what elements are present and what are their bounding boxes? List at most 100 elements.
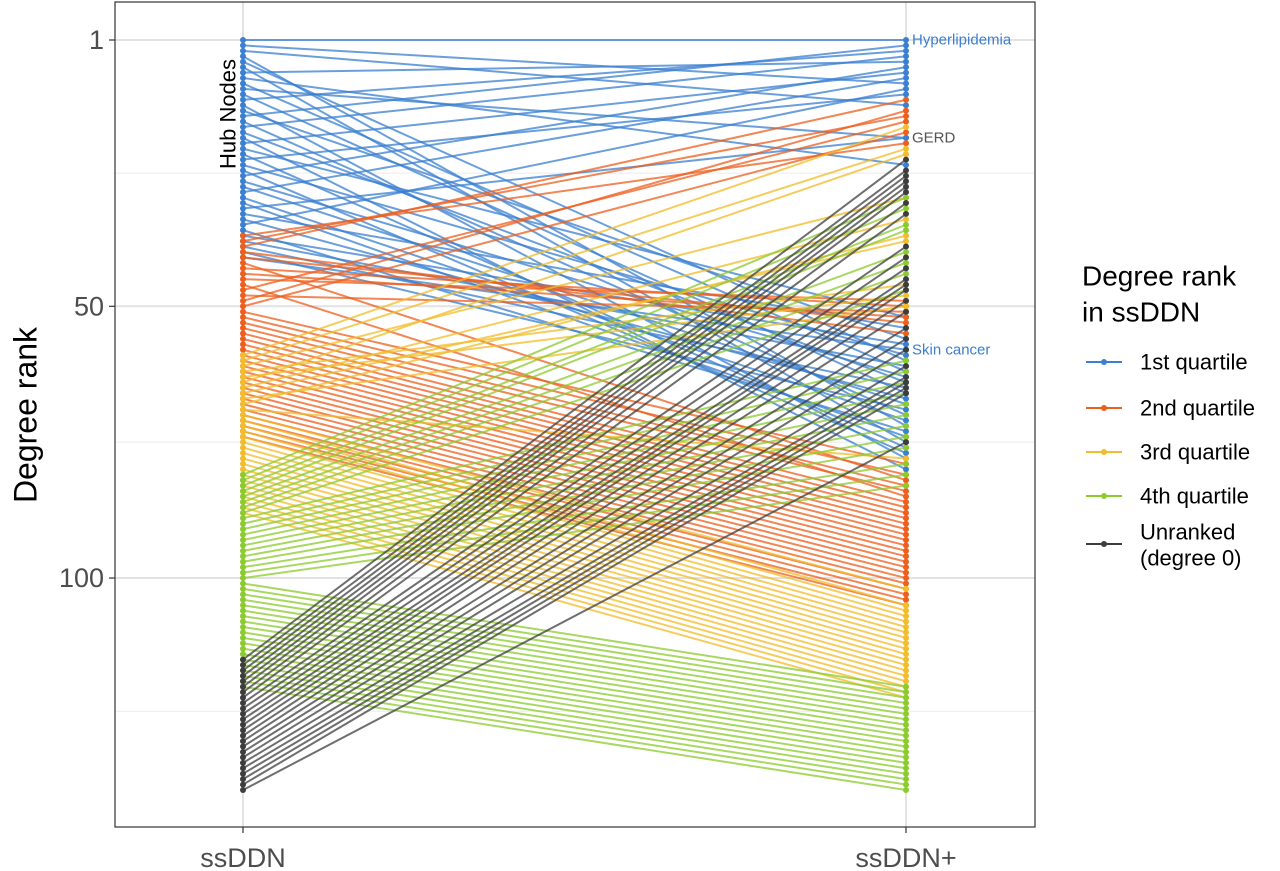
q1-point-ssddn-12 bbox=[240, 102, 246, 109]
q1-point-ssddn-14 bbox=[240, 113, 246, 120]
q4-line-4 bbox=[242, 251, 907, 498]
q1-point-ssddnplus-6 bbox=[903, 58, 909, 65]
un-point-ssddn-14 bbox=[240, 732, 246, 739]
q3-line-27 bbox=[242, 500, 907, 688]
q4-point-ssddn-32 bbox=[240, 645, 246, 652]
un-point-ssddn-1 bbox=[240, 662, 246, 668]
q1-point-ssddnplus-34 bbox=[903, 85, 909, 92]
q1-point-ssddnplus-1 bbox=[903, 80, 909, 87]
q4-point-ssddn-30 bbox=[240, 634, 246, 641]
q1-point-ssddn-18 bbox=[240, 134, 246, 141]
q1-point-ssddn-20 bbox=[240, 145, 246, 152]
q1-point-ssddn-34 bbox=[240, 221, 246, 228]
q3-point-ssddnplus-24 bbox=[903, 667, 909, 674]
q1-line-20 bbox=[242, 147, 907, 319]
q1-point-ssddn-23 bbox=[240, 162, 246, 168]
q3-line-1 bbox=[242, 147, 907, 362]
q3-point-ssddnplus-20 bbox=[903, 645, 909, 652]
q2-line-1 bbox=[242, 115, 907, 243]
un-point-ssddn-0 bbox=[240, 656, 246, 663]
q1-point-ssddn-31 bbox=[240, 205, 246, 212]
q3-point-ssddnplus-23 bbox=[903, 662, 909, 668]
q4-point-ssddn-2 bbox=[240, 482, 246, 489]
un-point-ssddn-18 bbox=[240, 754, 246, 761]
q2-point-ssddn-18 bbox=[240, 330, 246, 337]
y-axis: 1 50 100 bbox=[59, 25, 115, 593]
q4-point-ssddn-8 bbox=[240, 515, 246, 522]
un-line-11 bbox=[242, 278, 907, 721]
q3-line-17 bbox=[242, 446, 907, 634]
q1-point-ssddnplus-7 bbox=[903, 162, 909, 168]
un-line-5 bbox=[242, 191, 907, 688]
un-point-ssddnplus-24 bbox=[903, 439, 909, 446]
q3-point-ssddn-9 bbox=[240, 401, 246, 408]
q2-point-ssddn-21 bbox=[240, 346, 246, 353]
annotations: Hub Nodes Hyperlipidemia GERD Skin cancer bbox=[216, 32, 1012, 359]
q1-point-ssddnplus-31 bbox=[903, 134, 909, 141]
un-line-18 bbox=[242, 348, 907, 759]
q1-point-ssddn-29 bbox=[240, 194, 246, 201]
q1-point-ssddn-10 bbox=[240, 91, 246, 98]
q4-point-ssddnplus-37 bbox=[903, 776, 909, 783]
q1-line-11 bbox=[242, 49, 907, 101]
q1-line-16 bbox=[242, 55, 907, 128]
q1-point-ssddn-3 bbox=[240, 53, 246, 60]
q4-point-ssddn-13 bbox=[240, 542, 246, 549]
q1-point-ssddnplus-35 bbox=[903, 428, 909, 435]
q3-point-ssddnplus-16 bbox=[903, 623, 909, 630]
q1-point-ssddn-5 bbox=[240, 64, 246, 71]
un-point-ssddn-24 bbox=[240, 787, 246, 793]
q4-line-5 bbox=[242, 261, 907, 503]
un-point-ssddn-9 bbox=[240, 705, 246, 712]
q3-point-ssddnplus-21 bbox=[903, 651, 909, 658]
q2-point-ssddnplus-18 bbox=[903, 498, 909, 505]
legend-label-un-1: (degree 0) bbox=[1140, 546, 1242, 571]
q4-line-17 bbox=[242, 462, 907, 569]
un-line-7 bbox=[242, 213, 907, 699]
q4-point-ssddnplus-26 bbox=[903, 716, 909, 723]
q4-point-ssddn-7 bbox=[240, 509, 246, 516]
q4-point-ssddn-28 bbox=[240, 623, 246, 630]
un-line-2 bbox=[242, 175, 907, 672]
q3-point-ssddn-5 bbox=[240, 379, 246, 386]
q1-point-ssddnplus-2 bbox=[903, 102, 909, 109]
q2-point-ssddnplus-33 bbox=[903, 580, 909, 587]
q3-point-ssddnplus-5 bbox=[903, 151, 909, 158]
q2-point-ssddn-11 bbox=[240, 292, 246, 299]
q4-point-ssddnplus-30 bbox=[903, 738, 909, 745]
q3-line-7 bbox=[242, 240, 907, 395]
q1-line-22 bbox=[242, 93, 907, 161]
q2-point-ssddnplus-35 bbox=[903, 591, 909, 598]
q4-point-ssddn-20 bbox=[240, 580, 246, 587]
q1-point-ssddnplus-24 bbox=[903, 450, 909, 457]
q4-point-ssddn-24 bbox=[240, 602, 246, 609]
q2-point-ssddnplus-10 bbox=[903, 118, 909, 125]
q1-point-ssddn-26 bbox=[240, 178, 246, 185]
q4-point-ssddnplus-33 bbox=[903, 754, 909, 761]
q4-point-ssddn-3 bbox=[240, 488, 246, 495]
q4-point-ssddnplus-18 bbox=[903, 471, 909, 478]
q4-line-32 bbox=[242, 647, 907, 753]
q1-point-ssddn-25 bbox=[240, 172, 246, 179]
q4-point-ssddn-6 bbox=[240, 504, 246, 511]
q1-point-ssddnplus-36 bbox=[903, 341, 909, 348]
q4-point-ssddn-33 bbox=[240, 651, 246, 658]
q4-point-ssddn-19 bbox=[240, 575, 246, 582]
q3-point-ssddn-10 bbox=[240, 406, 246, 413]
q3-point-ssddnplus-10 bbox=[903, 455, 909, 462]
legend-label-un-0: Unranked bbox=[1140, 520, 1235, 545]
q1-line-1 bbox=[242, 44, 907, 85]
q1-point-ssddn-8 bbox=[240, 80, 246, 87]
q1-point-ssddnplus-39 bbox=[903, 406, 909, 413]
un-point-ssddnplus-0 bbox=[903, 156, 909, 163]
un-line-14 bbox=[242, 300, 907, 737]
y-tick-label-1: 50 bbox=[74, 291, 104, 321]
q4-line-24 bbox=[242, 604, 907, 710]
q4-line-37 bbox=[242, 674, 907, 781]
q2-point-ssddnplus-2 bbox=[903, 96, 909, 103]
un-line-3 bbox=[242, 180, 907, 677]
q2-point-ssddnplus-1 bbox=[903, 113, 909, 120]
un-point-ssddnplus-16 bbox=[903, 325, 909, 332]
q2-point-ssddnplus-21 bbox=[903, 515, 909, 522]
q4-point-ssddnplus-23 bbox=[903, 700, 909, 707]
